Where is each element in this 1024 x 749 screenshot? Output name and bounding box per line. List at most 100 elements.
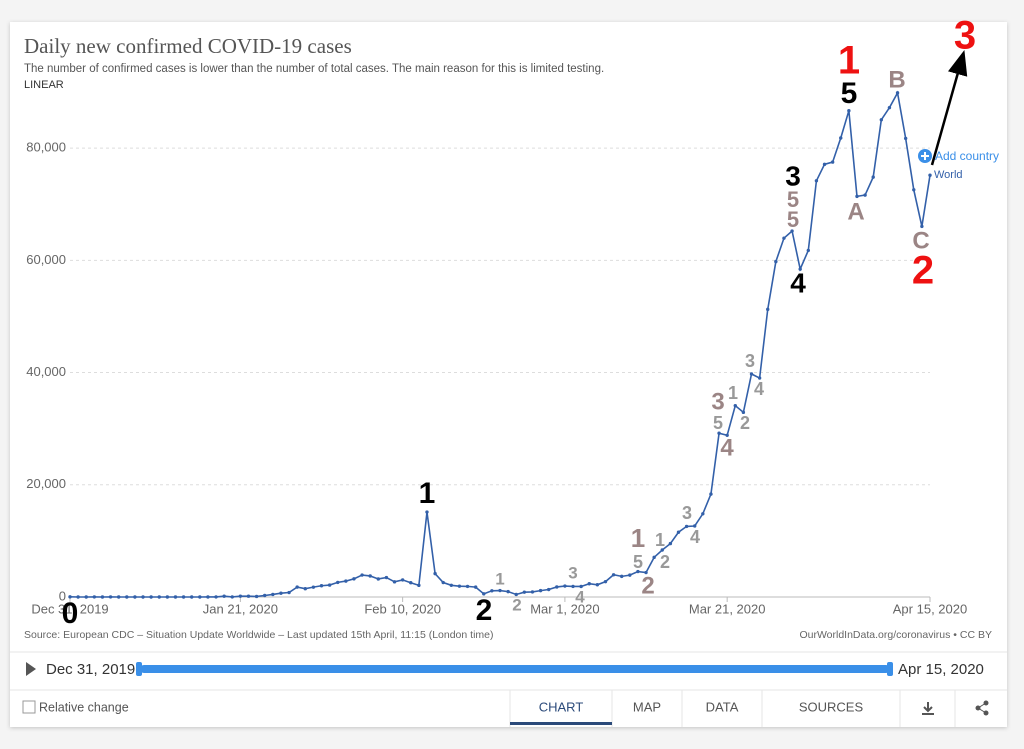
data-point xyxy=(198,595,202,599)
download-icon[interactable] xyxy=(922,702,934,715)
data-point xyxy=(433,571,437,576)
annotation: 1 xyxy=(728,383,738,403)
active-tab-underline xyxy=(510,722,612,725)
x-tick-label: Mar 21, 2020 xyxy=(689,601,766,616)
data-point xyxy=(133,595,137,599)
data-point xyxy=(465,584,470,589)
chart-title: Daily new confirmed COVID-19 cases xyxy=(24,34,352,58)
annotation: 4 xyxy=(754,379,764,399)
data-point xyxy=(619,574,624,579)
data-point xyxy=(498,588,502,593)
data-point xyxy=(206,595,210,599)
data-point xyxy=(457,584,462,588)
data-point xyxy=(668,541,673,546)
share-icon[interactable] xyxy=(975,700,989,716)
data-point xyxy=(417,583,421,588)
annotation: 3 xyxy=(785,160,801,191)
tab[interactable]: SOURCES xyxy=(799,699,864,714)
data-point xyxy=(230,595,234,599)
data-point xyxy=(449,583,454,587)
y-tick-label: 60,000 xyxy=(26,252,66,267)
annotation: 2 xyxy=(512,595,521,614)
annotation: 3 xyxy=(745,351,755,371)
data-point xyxy=(116,595,121,599)
tabs xyxy=(509,690,989,727)
timeline-handle[interactable] xyxy=(136,662,142,676)
data-point xyxy=(895,91,900,95)
annotation: A xyxy=(847,198,864,225)
data-point xyxy=(774,259,778,264)
data-point xyxy=(409,580,413,585)
tab[interactable]: DATA xyxy=(706,699,739,714)
annotation: 5 xyxy=(841,77,858,110)
annotation: B xyxy=(888,66,905,93)
timeline-handle[interactable] xyxy=(887,662,893,676)
y-tick-label: 40,000 xyxy=(26,364,66,379)
annotation: 1 xyxy=(838,39,860,83)
timeline-end: Apr 15, 2020 xyxy=(898,661,984,678)
data-point xyxy=(149,595,153,599)
data-point xyxy=(847,108,851,113)
data-point xyxy=(514,592,518,597)
data-point xyxy=(181,595,186,599)
data-point xyxy=(376,577,381,581)
y-tick-label: 20,000 xyxy=(26,476,66,491)
data-point xyxy=(611,573,616,577)
data-point xyxy=(238,594,243,598)
data-point xyxy=(733,403,737,408)
data-point xyxy=(311,585,316,589)
data-point xyxy=(100,595,105,599)
timeline-bar[interactable] xyxy=(140,665,890,673)
timeline-start: Dec 31, 2019 xyxy=(46,661,135,678)
annotation: 3 xyxy=(682,503,692,523)
annotation: 5 xyxy=(713,413,723,433)
data-point xyxy=(912,188,916,192)
data-point xyxy=(344,579,348,583)
data-point xyxy=(506,589,510,594)
annotation: 5 xyxy=(787,187,799,212)
data-point xyxy=(806,248,811,253)
data-point xyxy=(538,588,543,593)
tab[interactable]: CHART xyxy=(539,699,584,714)
play-button[interactable] xyxy=(26,662,36,676)
data-point xyxy=(749,372,754,376)
data-point xyxy=(903,136,908,141)
data-point xyxy=(392,580,397,584)
data-point xyxy=(368,574,372,578)
annotation: 4 xyxy=(790,267,806,298)
data-point xyxy=(76,595,80,599)
annotation: 3 xyxy=(568,563,577,582)
data-point xyxy=(822,162,827,167)
data-point xyxy=(254,594,259,599)
data-point xyxy=(490,589,494,593)
scale-toggle[interactable]: LINEAR xyxy=(24,79,64,91)
data-point xyxy=(920,224,924,229)
data-point xyxy=(603,579,608,584)
series-label: World xyxy=(934,169,963,181)
data-point xyxy=(717,431,721,435)
data-point xyxy=(555,585,559,589)
data-point xyxy=(165,595,170,599)
data-point xyxy=(68,595,72,599)
checkbox-label[interactable]: Relative change xyxy=(39,700,129,714)
data-point xyxy=(263,593,267,598)
x-tick-label: Apr 15, 2020 xyxy=(893,601,967,616)
data-point xyxy=(887,105,892,110)
annotation: 2 xyxy=(740,413,750,433)
data-point xyxy=(693,524,697,528)
data-point xyxy=(425,510,429,514)
data-point xyxy=(652,555,656,560)
data-point xyxy=(222,594,226,598)
data-point xyxy=(157,595,161,599)
data-point xyxy=(571,584,575,589)
add-country[interactable]: Add country xyxy=(935,149,999,163)
data-point xyxy=(798,267,802,271)
source: Source: European CDC – Situation Update … xyxy=(24,629,493,641)
data-point xyxy=(814,179,819,183)
annotation: 2 xyxy=(641,572,654,599)
data-point xyxy=(279,591,283,595)
annotation: 5 xyxy=(787,207,799,232)
tab[interactable]: MAP xyxy=(633,699,661,714)
annotation: 4 xyxy=(575,587,585,606)
checkbox[interactable] xyxy=(22,700,36,714)
